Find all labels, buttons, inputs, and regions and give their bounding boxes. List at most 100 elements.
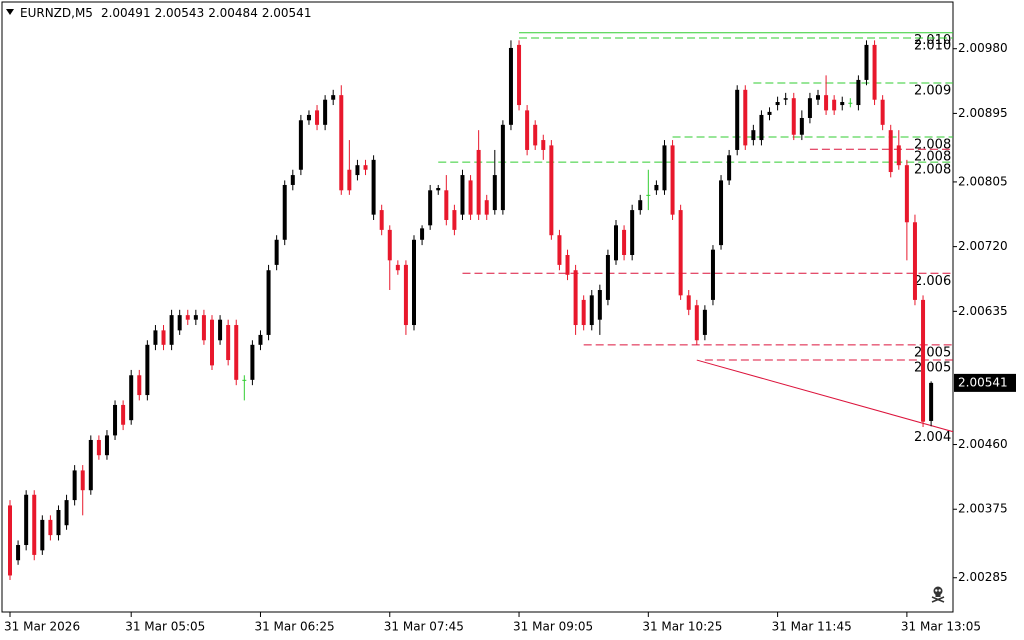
candle-body [137,375,142,396]
candle-body [242,379,247,381]
candle-body [541,140,546,150]
candle-body [387,229,392,261]
candle-body [298,120,303,170]
candle-body [872,44,877,100]
level-label: 2.005 [914,345,951,360]
x-tick-label: 31 Mar 07:45 [384,620,464,634]
x-tick-label: 31 Mar 13:05 [901,620,981,634]
candle-body [226,325,231,361]
candle-body [573,270,578,326]
candle-body [436,188,441,191]
candle-body [129,375,134,421]
y-tick-label: 2.00895 [958,106,1008,120]
candle-body [193,315,198,320]
candle-body [355,165,360,176]
candle-body [121,404,126,425]
candle-body [904,165,909,223]
candle-body [113,404,118,436]
candle-body [88,439,93,491]
candle-body [775,102,780,106]
candle-body [210,319,214,366]
symbol: EURNZD,M5 [20,6,93,20]
candle-body [791,98,796,135]
candle-body [347,169,352,191]
candle-body [896,145,901,166]
candle-body [799,117,804,135]
candle-body [816,95,820,100]
x-tick-label: 31 Mar 2026 [4,620,80,634]
candle-body [323,99,328,125]
candle-body [832,99,837,111]
candle-body [807,98,812,118]
candle-body [153,330,158,345]
candle-body [654,184,659,191]
current-price-tag [954,373,1016,392]
candle-body [492,175,497,211]
x-tick-label: 31 Mar 10:25 [642,620,722,634]
candle-body [315,110,320,125]
y-tick-label: 2.00980 [958,41,1008,55]
collapse-arrow[interactable] [6,9,14,15]
candle-body [169,315,174,345]
trend-line [696,359,953,433]
candle-body [16,545,21,561]
x-tick-label: 31 Mar 05:05 [125,620,205,634]
y-tick-label: 2.00720 [958,239,1008,253]
candle-body [500,124,505,211]
candle-body [412,239,416,326]
candle-body [767,111,772,115]
candle-body [622,229,627,255]
candle-body [403,264,408,326]
candle-body [727,155,732,181]
candle-body [468,180,473,215]
level-label: 2.005 [914,361,951,376]
candle-body [371,159,376,215]
candle-body [670,145,675,215]
y-tick-label: 2.00635 [958,304,1008,318]
candle-body [282,184,287,240]
candle-body [185,315,190,320]
x-tick-label: 31 Mar 11:45 [772,620,852,634]
candle-body [565,255,570,275]
candle-body [484,200,489,215]
high-price: 2.00543 [155,6,205,20]
candle-body [40,519,45,551]
header: EURNZD,M5 2.00491 2.00543 2.00484 2.00541 [20,6,311,20]
y-tick-label: 2.00285 [958,570,1008,584]
x-tick-label: 31 Mar 06:25 [254,620,334,634]
candle-body [678,210,683,296]
candle-body [759,114,764,141]
candle-body [533,124,538,146]
candle-body [549,145,554,236]
candle-body [258,334,263,345]
level-label: 2.008 [914,163,951,178]
level-label: 2.006 [914,274,951,289]
candle-body [72,470,77,501]
candle-body [710,249,715,300]
x-tick-label: 31 Mar 09:05 [513,620,593,634]
candle-body [581,299,586,326]
y-tick-label: 2.00460 [958,437,1008,451]
candle-body [864,44,869,80]
close-price: 2.00541 [262,6,312,20]
candle-body [234,325,239,380]
candle-body [743,89,748,146]
candle-body [306,114,311,121]
candle-body [8,505,12,576]
candle-body [517,44,522,106]
candle-body [751,130,756,141]
candle-body [856,79,861,106]
candle-body [921,299,926,422]
candle-body [32,494,37,555]
current-price-label: 2.00541 [958,375,1008,389]
candle-body [848,102,853,104]
candle-body [638,200,643,211]
skull-icon[interactable] [931,586,945,603]
candle-body [694,305,699,341]
candle-body [80,470,85,491]
candle-body [96,439,101,456]
candle-body [508,47,513,125]
candle-body [444,190,449,220]
candle-body [218,319,223,341]
